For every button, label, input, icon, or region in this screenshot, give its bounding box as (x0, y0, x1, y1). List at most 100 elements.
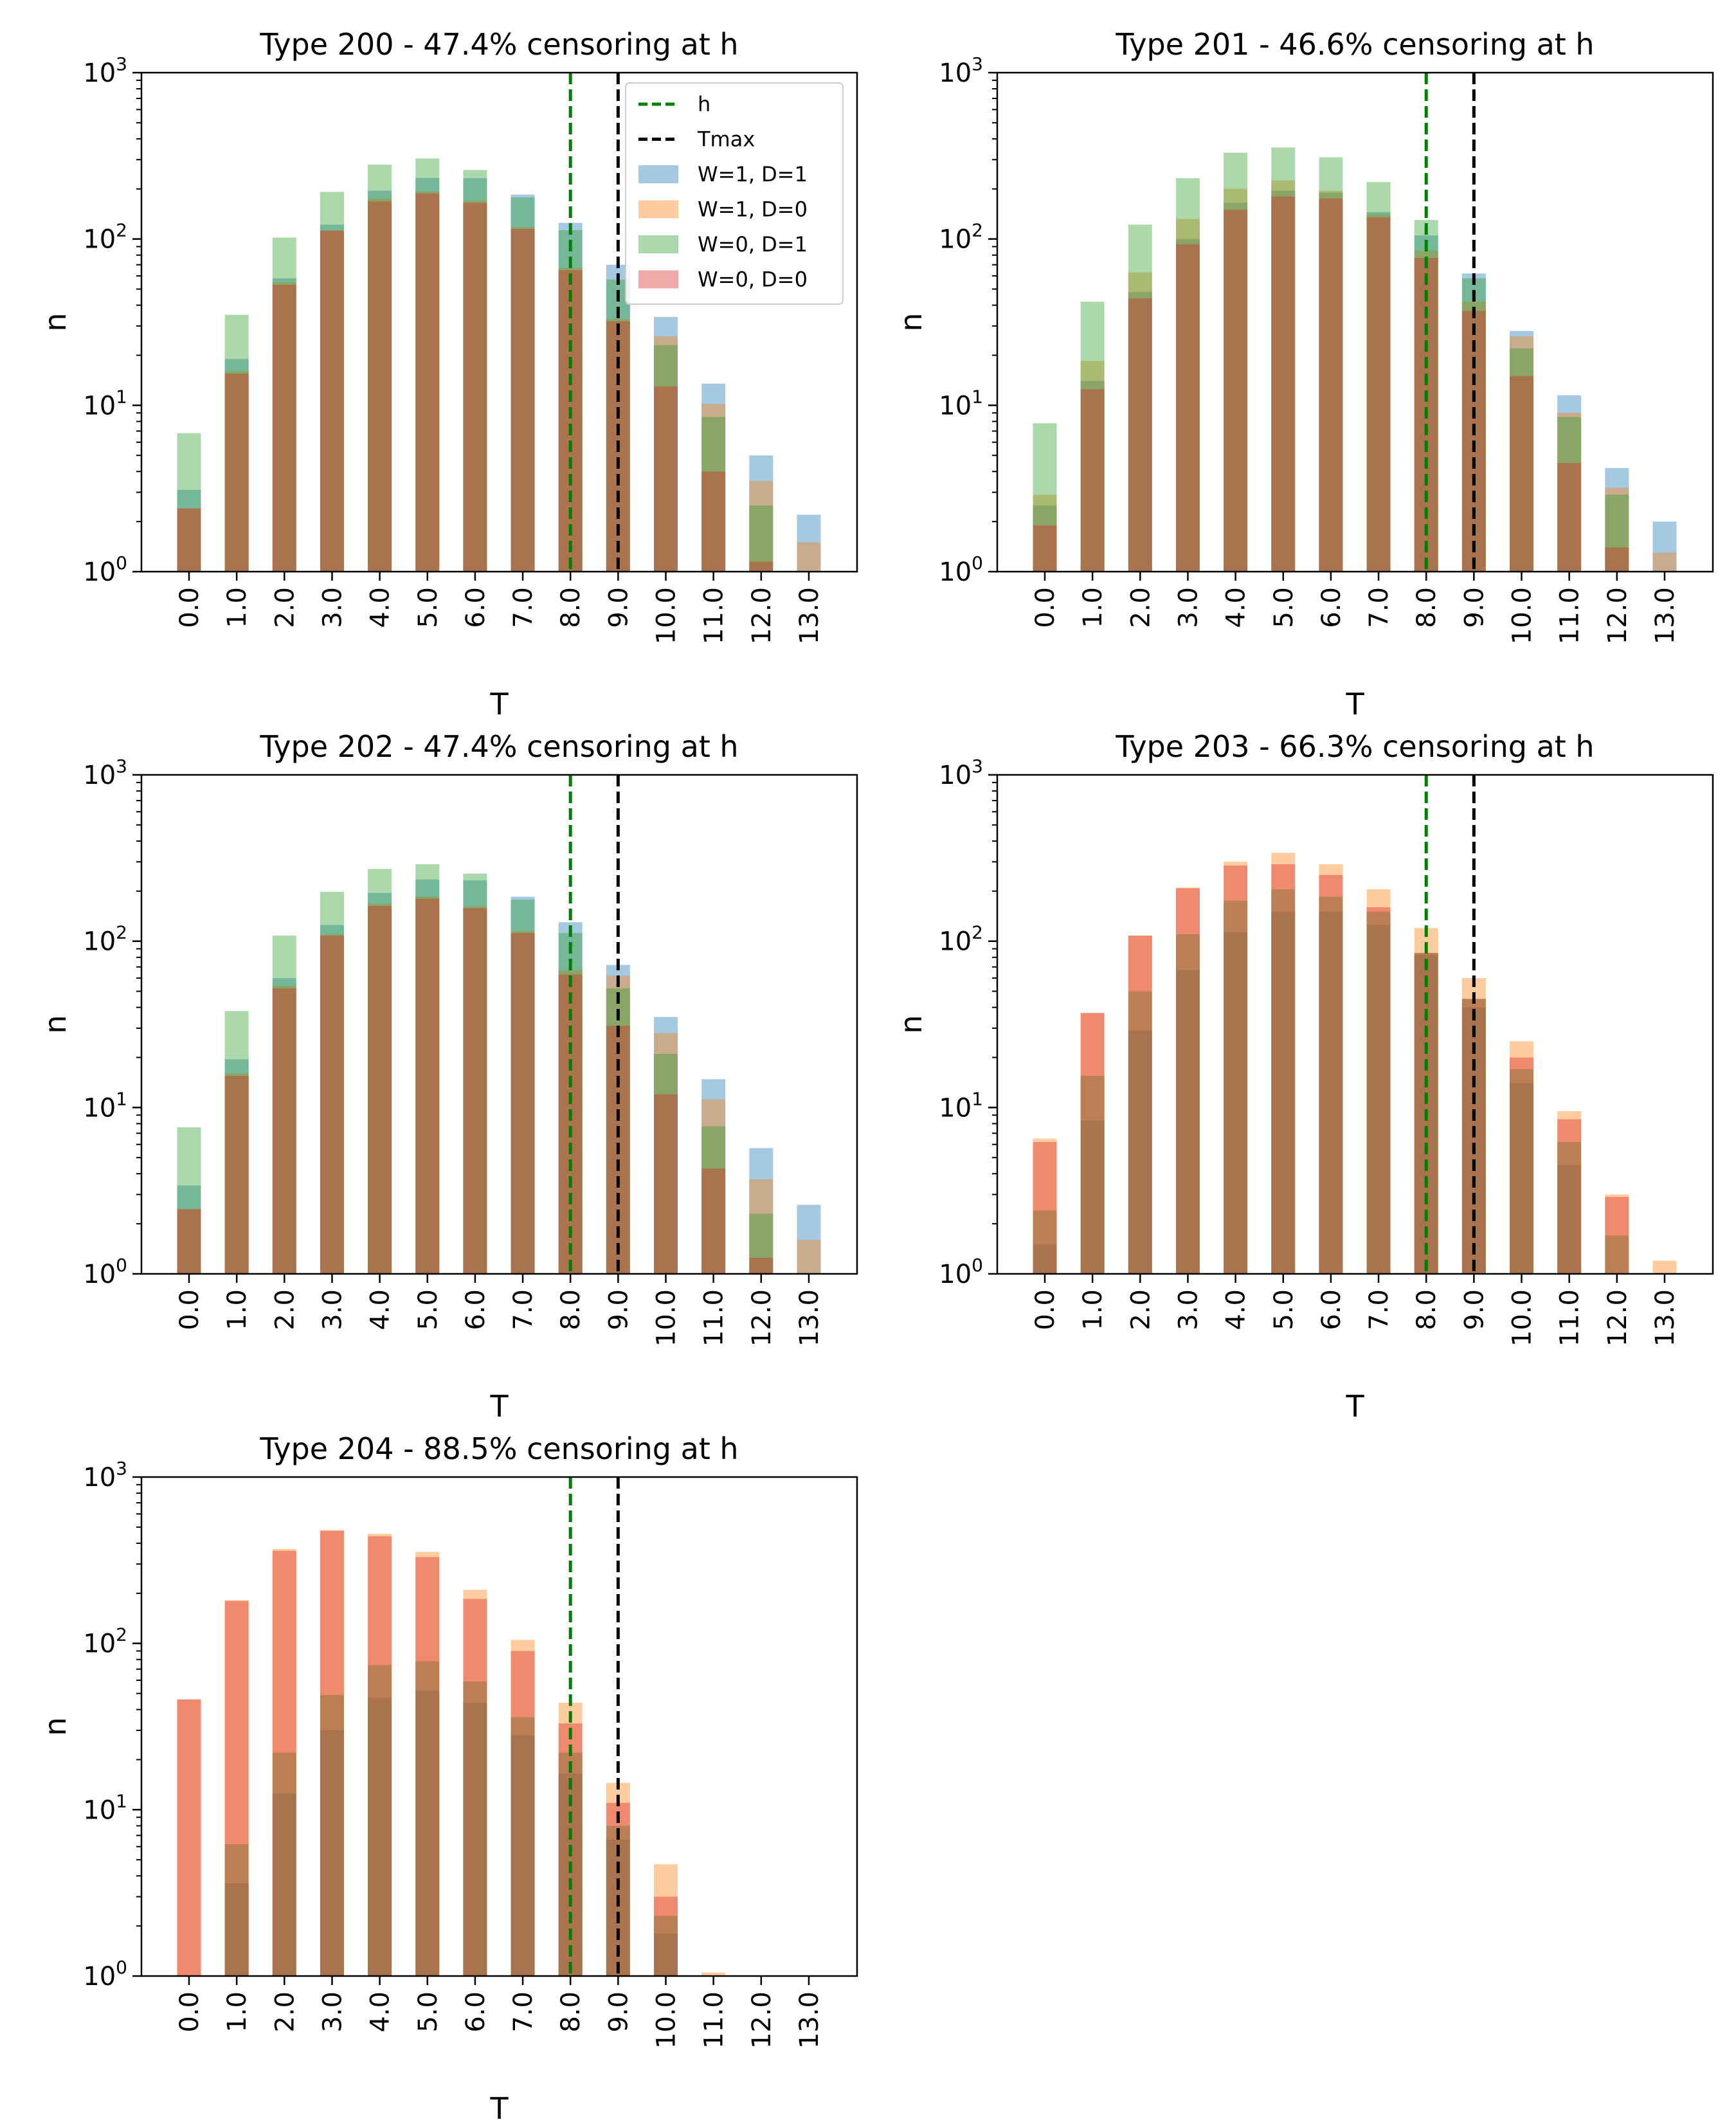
x-tick-label: 10.0 (1508, 587, 1537, 644)
y-tick-label: 102 (939, 220, 983, 255)
y-tick-label: 102 (939, 922, 983, 957)
bar-w-0-d-1-1.0 (1080, 302, 1105, 572)
bar-w-1-d-1-4.0 (368, 190, 392, 572)
x-tick-label: 9.0 (604, 587, 633, 628)
bar-w-1-d-0-10.0 (654, 336, 678, 572)
bar-w-0-d-0-3.0 (320, 230, 344, 572)
bar-w-0-d-0-12.0 (1605, 547, 1629, 572)
bar-w-0-d-0-1.0 (224, 374, 249, 572)
bar-w-1-d-0-5.0 (1271, 180, 1296, 572)
bar-w-1-d-0-11.0 (701, 404, 726, 572)
legend-label: W=0, D=0 (698, 268, 808, 292)
bar-w-1-d-0-10.0 (654, 1033, 678, 1274)
bar-w-1-d-1-2.0 (1128, 292, 1152, 572)
bar-w-0-d-0-6.0 (463, 908, 487, 1274)
bar-w-0-d-0-5.0 (415, 1557, 440, 1976)
x-tick-label: 5.0 (1269, 1289, 1299, 1330)
y-axis-label: n (38, 1717, 73, 1736)
bar-w-1-d-0-0.0 (177, 1209, 201, 1274)
bar-w-1-d-1-3.0 (1175, 239, 1200, 572)
bar-w-0-d-1-12.0 (1605, 494, 1629, 572)
x-tick-label: 9.0 (1460, 587, 1489, 628)
bar-w-0-d-1-0.0 (177, 433, 201, 572)
x-tick-label: 1.0 (222, 1289, 252, 1330)
legend-box (625, 82, 844, 305)
panel-title: Type 204 - 88.5% censoring at h (259, 1431, 738, 1466)
bar-w-1-d-1-1.0 (1080, 1121, 1105, 1274)
x-axis-label: T (489, 1389, 509, 1424)
bar-w-0-d-0-7.0 (1366, 907, 1391, 1274)
bar-w-0-d-1-10.0 (654, 1916, 678, 1976)
bar-w-0-d-1-12.0 (749, 505, 773, 572)
bar-w-1-d-0-7.0 (511, 1640, 535, 1976)
bar-w-1-d-1-5.0 (1271, 190, 1296, 572)
x-tick-label: 4.0 (1222, 1289, 1251, 1330)
bar-w-0-d-1-1.0 (224, 1011, 249, 1274)
x-tick-label: 9.0 (604, 1991, 633, 2033)
bar-w-0-d-0-0.0 (1033, 1142, 1057, 1274)
x-tick-label: 13.0 (795, 587, 824, 644)
bar-w-1-d-0-9.0 (606, 975, 630, 1274)
bar-w-1-d-1-12.0 (1605, 467, 1629, 572)
y-tick-label: 101 (83, 1790, 127, 1825)
chart-panel-0: 100 101 102 103 0.0 1.0 2.0 3.0 4.0 5.0 6.0 7.0 8.0 9… (38, 27, 858, 721)
axes-frame (140, 71, 858, 573)
x-tick-label: 2.0 (270, 1991, 300, 2033)
bar-w-1-d-1-1.0 (1080, 381, 1105, 572)
bar-w-1-d-1-11.0 (701, 383, 726, 572)
bar-w-0-d-0-4.0 (1224, 210, 1248, 572)
x-tick-label: 11.0 (1555, 1289, 1585, 1347)
y-tick-label: 101 (83, 1088, 127, 1123)
x-tick-label: 10.0 (652, 587, 682, 644)
bar-w-1-d-1-1.0 (224, 1059, 249, 1274)
x-tick-label: 1.0 (1078, 587, 1108, 628)
x-tick-label: 5.0 (413, 1289, 443, 1330)
bar-w-0-d-0-0.0 (177, 1209, 201, 1274)
x-axis-label: T (1345, 687, 1364, 721)
y-tick-label: 102 (83, 922, 127, 957)
x-tick-label: 13.0 (1650, 587, 1680, 644)
bar-w-1-d-1-5.0 (415, 879, 440, 1274)
bar-w-1-d-1-13.0 (797, 1204, 821, 1274)
bar-w-0-d-0-2.0 (272, 284, 296, 572)
x-tick-label: 1.0 (222, 587, 252, 628)
y-tick-label: 103 (83, 1458, 127, 1492)
bar-w-1-d-0-2.0 (1128, 936, 1152, 1274)
x-tick-label: 4.0 (366, 587, 395, 628)
bar-w-1-d-1-10.0 (654, 1017, 678, 1274)
bar-w-1-d-0-7.0 (511, 930, 535, 1274)
bar-w-1-d-1-3.0 (320, 1730, 344, 1976)
bar-w-0-d-0-11.0 (1557, 463, 1582, 572)
x-tick-label: 3.0 (318, 1991, 347, 2033)
bar-w-1-d-0-12.0 (1605, 1194, 1629, 1274)
bar-w-1-d-1-10.0 (654, 316, 678, 572)
bar-w-1-d-1-5.0 (415, 177, 440, 572)
bar-w-0-d-0-10.0 (654, 1094, 678, 1274)
bar-w-0-d-1-2.0 (272, 1752, 296, 1976)
x-tick-label: 6.0 (461, 1991, 491, 2033)
x-tick-label: 0.0 (1031, 1289, 1060, 1330)
bar-w-0-d-0-5.0 (415, 193, 440, 572)
bar-w-1-d-0-12.0 (749, 481, 773, 572)
bar-w-0-d-1-6.0 (463, 170, 487, 572)
bar-w-1-d-0-0.0 (1033, 494, 1057, 572)
axes-frame (996, 71, 1714, 573)
bar-w-1-d-1-2.0 (1128, 1030, 1152, 1274)
bar-w-1-d-0-4.0 (368, 1534, 392, 1976)
bar-w-0-d-0-11.0 (701, 471, 726, 572)
x-tick-label: 4.0 (366, 1991, 395, 2033)
bar-w-1-d-0-2.0 (1128, 272, 1152, 572)
bar-w-0-d-0-7.0 (1366, 217, 1391, 572)
x-tick-label: 2.0 (1126, 1289, 1155, 1330)
x-tick-label: 13.0 (795, 1289, 824, 1347)
x-tick-label: 9.0 (1460, 1289, 1489, 1330)
bar-w-1-d-1-7.0 (511, 1735, 535, 1976)
x-tick-label: 3.0 (1173, 587, 1203, 628)
bar-w-0-d-1-4.0 (368, 165, 392, 572)
bar-w-0-d-0-12.0 (749, 561, 773, 572)
x-tick-label: 12.0 (747, 1289, 777, 1347)
bar-w-1-d-1-10.0 (1510, 1083, 1533, 1274)
bar-w-0-d-0-2.0 (1128, 298, 1152, 572)
bar-w-0-d-0-10.0 (1510, 376, 1533, 572)
bar-w-1-d-0-13.0 (797, 542, 821, 572)
